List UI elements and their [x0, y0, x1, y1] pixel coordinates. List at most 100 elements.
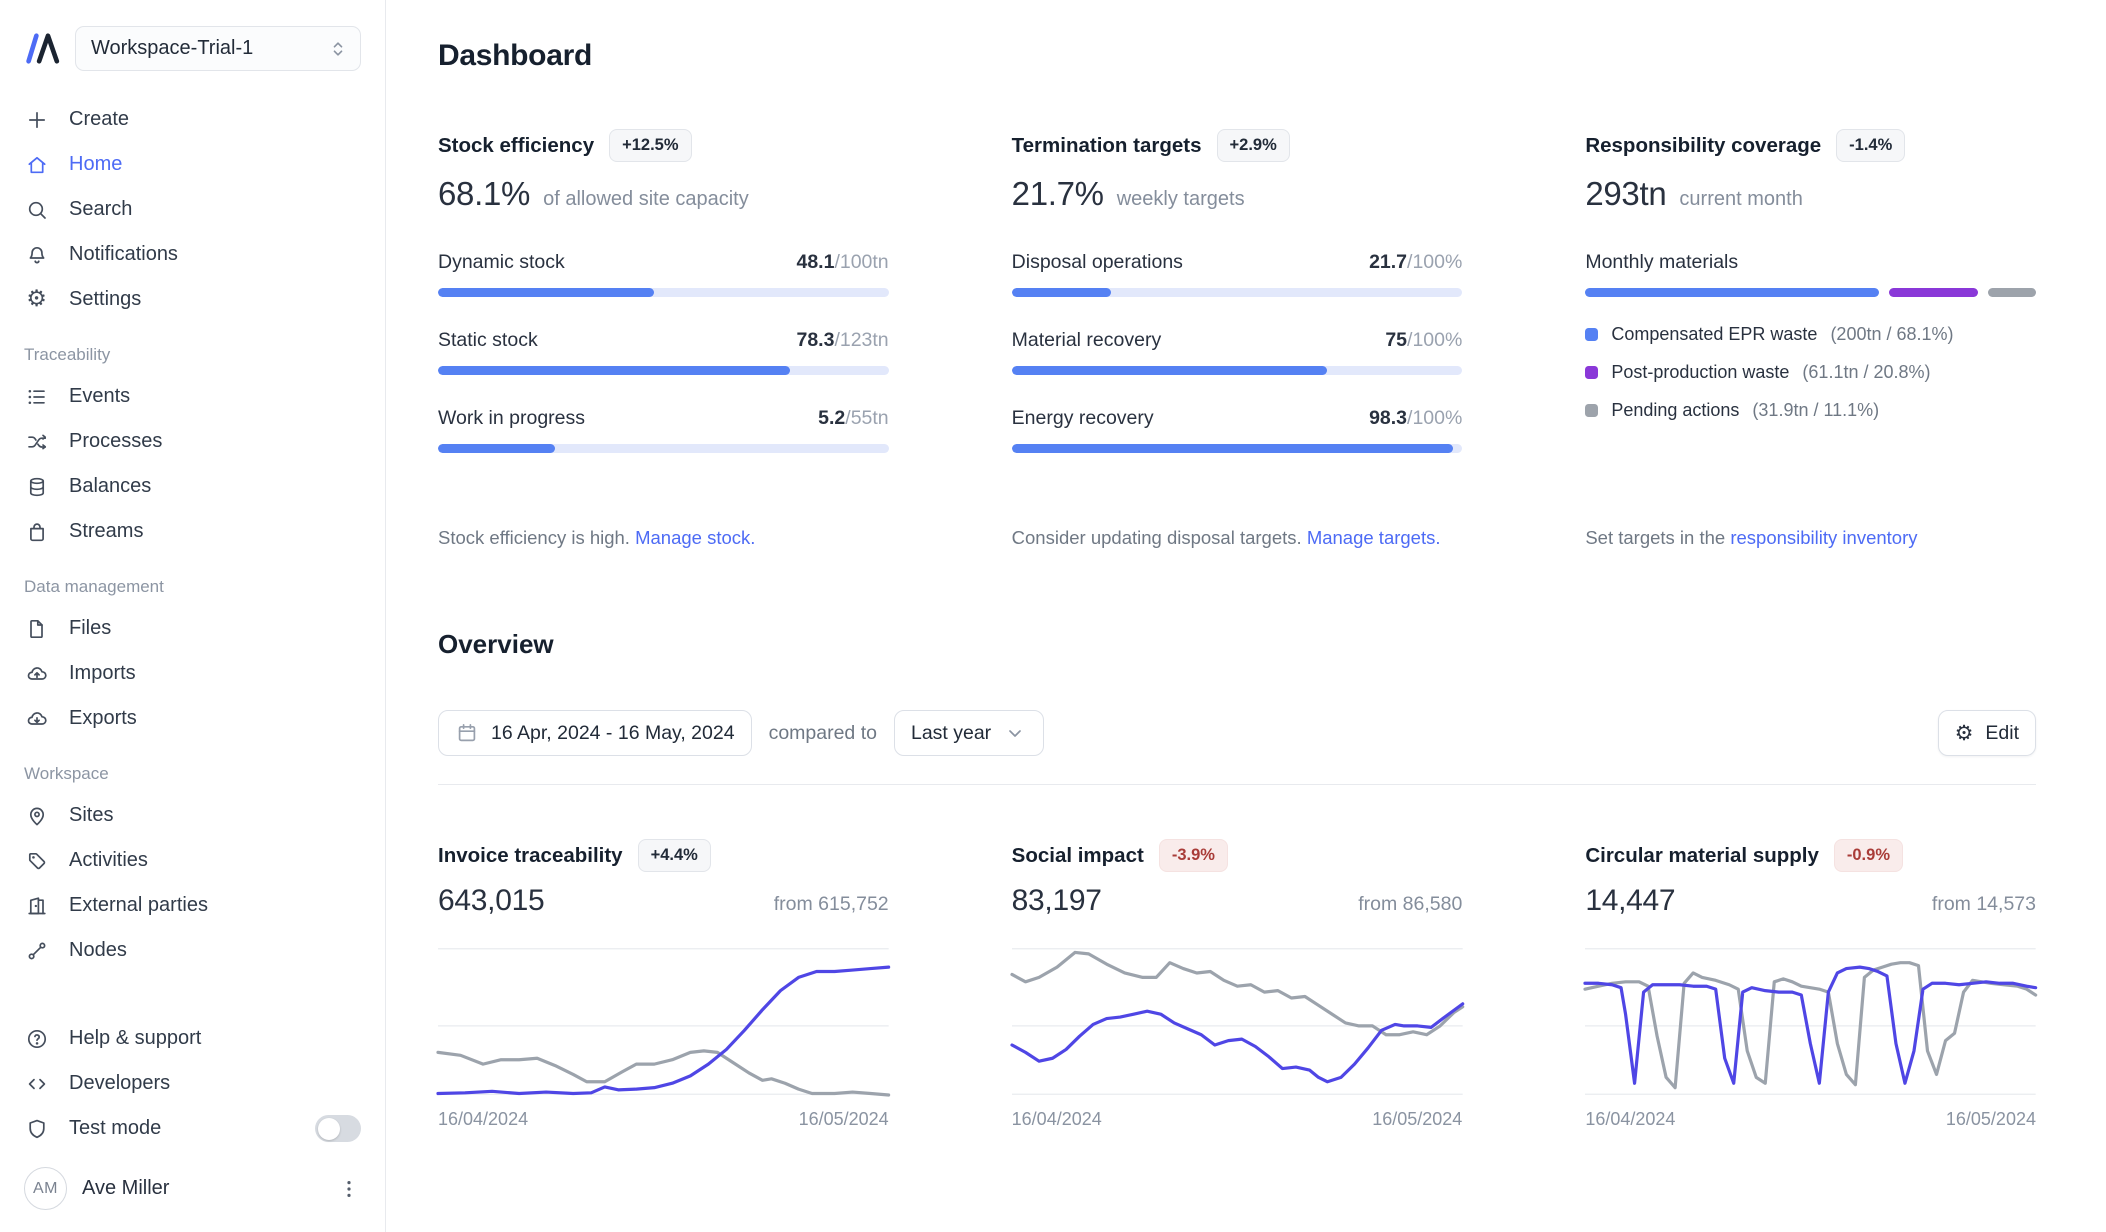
- edit-button[interactable]: ⚙ Edit: [1937, 710, 2036, 756]
- tag-icon: [24, 848, 49, 873]
- kpi-value-note: of allowed site capacity: [543, 188, 749, 210]
- chart-value: 643,015: [438, 884, 545, 917]
- bell-icon: [24, 242, 49, 267]
- sidebar-item-nodes[interactable]: Nodes: [24, 928, 361, 973]
- chart-card: Social impact -3.9% 83,197 from 86,580 16/04…: [1012, 839, 1463, 1130]
- kpi-footer-link[interactable]: Manage targets.: [1306, 527, 1441, 548]
- sidebar-item-label: Events: [69, 385, 131, 407]
- stacked-bar-label: Monthly materials: [1585, 251, 1739, 273]
- legend-label: Post-production waste: [1611, 362, 1790, 382]
- help-icon: [24, 1026, 49, 1051]
- user-name: Ave Miller: [82, 1177, 170, 1199]
- chart-value-row: 83,197 from 86,580: [1012, 884, 1463, 918]
- kpi-change-badge: +2.9%: [1216, 129, 1290, 162]
- series-comparison: [1012, 952, 1463, 1034]
- metric-material-recovery: Material recovery 75/100%: [1011, 329, 1463, 375]
- kpi-card-header: Responsibility coverage -1.4%: [1585, 129, 2036, 162]
- charts-grid: Invoice traceability +4.4% 643,015 from 615…: [438, 839, 2036, 1130]
- x-axis-label: 16/05/2024: [798, 1109, 889, 1129]
- stacked-bar-segment: [1585, 288, 1879, 297]
- sidebar-item-help[interactable]: Help & support: [24, 1016, 361, 1061]
- sidebar-item-label: Imports: [69, 662, 136, 684]
- chart-from-value: from 615,752: [773, 893, 889, 915]
- sidebar-item-search[interactable]: Search: [24, 187, 361, 232]
- date-range-button[interactable]: 16 Apr, 2024 - 16 May, 2024: [438, 710, 752, 756]
- sidebar-item-home[interactable]: Home: [24, 142, 361, 187]
- stacked-bar-label-row: Monthly materials: [1585, 251, 2036, 274]
- kebab-menu-icon[interactable]: [337, 1177, 361, 1201]
- metric-label: Energy recovery: [1011, 407, 1154, 429]
- x-axis-label: 16/04/2024: [1011, 1109, 1102, 1129]
- list-icon: [24, 384, 49, 409]
- sidebar-item-files[interactable]: Files: [24, 606, 361, 651]
- metric-label-row: Work in progress 5.2/55tn: [438, 407, 889, 430]
- sidebar-item-activities[interactable]: Activities: [24, 838, 361, 883]
- sidebar-item-streams[interactable]: Streams: [24, 509, 361, 554]
- sidebar-item-label: Processes: [69, 430, 163, 452]
- sidebar-item-external-parties[interactable]: External parties: [24, 883, 361, 928]
- divider: [438, 784, 2036, 785]
- kpi-title: Termination targets: [1011, 133, 1202, 157]
- stacked-bar-segment: [1888, 288, 1979, 297]
- sidebar-item-label: Search: [69, 198, 133, 220]
- kpi-value: 68.1%: [438, 175, 531, 212]
- legend-swatch: [1585, 366, 1599, 379]
- chart-change-badge: -0.9%: [1833, 839, 1903, 872]
- kpi-footer-link[interactable]: responsibility inventory: [1730, 527, 1918, 548]
- kpi-footer: Set targets in the responsibility invent…: [1585, 485, 2036, 549]
- series-current_period: [1012, 1004, 1463, 1082]
- sidebar-item-imports[interactable]: Imports: [24, 651, 361, 696]
- sidebar-item-processes[interactable]: Processes: [24, 419, 361, 464]
- sidebar-item-test-mode[interactable]: Test mode: [24, 1106, 361, 1151]
- search-icon: [24, 197, 49, 222]
- line-chart: [1585, 948, 2036, 1095]
- kpi-footer-link[interactable]: Manage stock.: [635, 527, 756, 548]
- legend-detail: (200tn / 68.1%): [1830, 324, 1954, 344]
- sidebar-item-label: Files: [69, 617, 112, 639]
- overview-title: Overview: [438, 629, 554, 659]
- metric-value: 75/100%: [1385, 329, 1463, 351]
- sidebar-item-events[interactable]: Events: [24, 374, 361, 419]
- progress-bar: [438, 444, 889, 453]
- compare-select-value: Last year: [910, 721, 992, 744]
- user-row[interactable]: AM Ave Miller: [24, 1167, 361, 1210]
- line-chart: [1012, 948, 1463, 1095]
- sidebar-item-label: Create: [69, 108, 130, 130]
- chart-card-header: Social impact -3.9%: [1012, 839, 1463, 872]
- progress-bar: [438, 366, 889, 375]
- sidebar-item-developers[interactable]: Developers: [24, 1061, 361, 1106]
- sidebar-item-create[interactable]: Create: [24, 97, 361, 142]
- main-content: Dashboard Stock efficiency +12.5% 68.1% of …: [386, 0, 2106, 1232]
- metric-label-row: Energy recovery 98.3/100%: [1012, 407, 1463, 430]
- sidebar-item-sites[interactable]: Sites: [24, 793, 361, 838]
- test-mode-toggle[interactable]: [315, 1115, 361, 1142]
- page-title: Dashboard: [438, 39, 592, 72]
- legend-swatch: [1585, 404, 1599, 417]
- sidebar-item-label: Nodes: [69, 939, 127, 961]
- legend-item: Compensated EPR waste (200tn / 68.1%): [1585, 324, 2036, 345]
- legend-detail: (31.9tn / 11.1%): [1752, 400, 1880, 420]
- metric-value: 78.3/123tn: [796, 329, 889, 351]
- code-icon: [24, 1071, 49, 1096]
- metric-energy-recovery: Energy recovery 98.3/100%: [1011, 407, 1463, 453]
- sidebar-item-balances[interactable]: Balances: [24, 464, 361, 509]
- chart-from-value: from 14,573: [1931, 893, 2036, 915]
- shuffle-icon: [24, 429, 49, 454]
- sidebar-item-exports[interactable]: Exports: [24, 696, 361, 741]
- compare-select[interactable]: Last year: [893, 710, 1045, 756]
- kpi-change-badge: +12.5%: [609, 129, 692, 162]
- chart-title: Invoice traceability: [438, 843, 623, 867]
- metric-static-stock: Static stock 78.3/123tn: [438, 329, 889, 375]
- section-label: Traceability: [24, 345, 111, 364]
- sidebar-item-notifications[interactable]: Notifications: [24, 232, 361, 277]
- workspace-selector[interactable]: Workspace-Trial-1: [75, 26, 361, 71]
- sidebar-header: Workspace-Trial-1: [24, 26, 361, 71]
- stacked-bar-segment: [1988, 288, 2036, 297]
- nodes-icon: [24, 938, 49, 963]
- calendar-icon: [455, 721, 479, 745]
- progress-bar: [438, 288, 889, 297]
- door-icon: [24, 893, 49, 918]
- sidebar-item-label: Activities: [69, 849, 148, 871]
- sidebar-item-settings[interactable]: ⚙ Settings: [24, 277, 361, 322]
- edit-button-label: Edit: [1985, 721, 2019, 744]
